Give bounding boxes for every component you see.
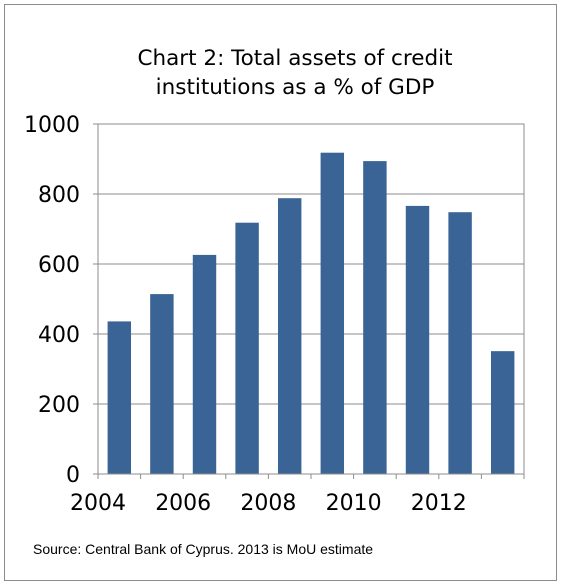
bar (363, 161, 387, 474)
bar (320, 152, 345, 474)
y-tick-label: 800 (38, 183, 80, 208)
bar (448, 212, 472, 474)
bar (490, 351, 515, 474)
x-tick-label: 2004 (70, 491, 126, 516)
chart-title: Chart 2: Total assets of credit institut… (100, 44, 490, 102)
x-tick-label: 2012 (411, 491, 467, 516)
x-tick-label: 2010 (326, 491, 382, 516)
chart-title-line-1: Chart 2: Total assets of credit (137, 46, 453, 71)
x-tick-label: 2008 (240, 491, 296, 516)
bar (235, 222, 259, 474)
y-tick-label: 1000 (24, 113, 80, 138)
bar (405, 205, 430, 474)
chart-title-line-2: institutions as a % of GDP (155, 75, 435, 100)
bar (150, 294, 174, 474)
bar (192, 254, 217, 474)
x-tick-label: 2006 (155, 491, 211, 516)
bar (277, 198, 302, 474)
y-tick-label: 400 (38, 323, 80, 348)
bar (107, 321, 132, 474)
source-note: Source: Central Bank of Cyprus. 2013 is … (33, 541, 374, 557)
y-tick-label: 200 (38, 393, 80, 418)
y-tick-label: 600 (38, 253, 80, 278)
y-tick-label: 0 (66, 463, 80, 488)
